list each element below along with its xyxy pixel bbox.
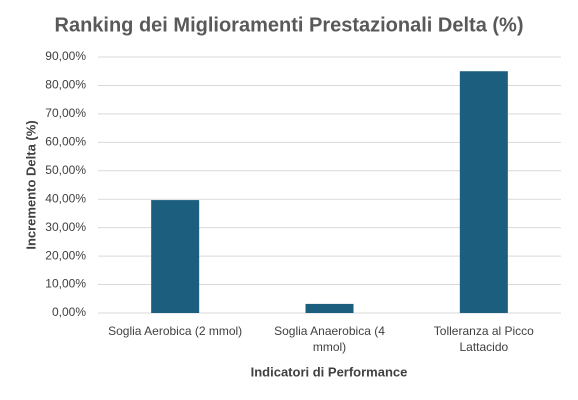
x-tick-label: Soglia Aerobica (2 mmol) <box>108 324 243 338</box>
y-tick-label: 50,00% <box>45 163 86 177</box>
y-tick-label: 20,00% <box>45 248 86 262</box>
y-tick-label: 90,00% <box>45 49 86 63</box>
x-tick-label: Soglia Anaerobica (4 mmol) <box>274 324 385 354</box>
x-axis-title: Indicatori di Performance <box>251 364 408 379</box>
y-tick-label: 60,00% <box>45 135 86 149</box>
y-tick-label: 40,00% <box>45 191 86 205</box>
y-tick-label: 10,00% <box>45 277 86 291</box>
y-tick-label: 0,00% <box>52 305 86 319</box>
x-tick-label: Tolleranza al Picco Lattacido <box>433 324 534 354</box>
y-tick-label: 80,00% <box>45 78 86 92</box>
chart-title: Ranking dei Miglioramenti Prestazionali … <box>55 14 524 36</box>
bar <box>151 200 200 313</box>
bar <box>305 303 354 313</box>
y-tick-label: 30,00% <box>45 220 86 234</box>
bar <box>459 71 508 313</box>
y-axis-title: Incremento Delta (%) <box>23 120 38 249</box>
y-tick-label: 70,00% <box>45 106 86 120</box>
